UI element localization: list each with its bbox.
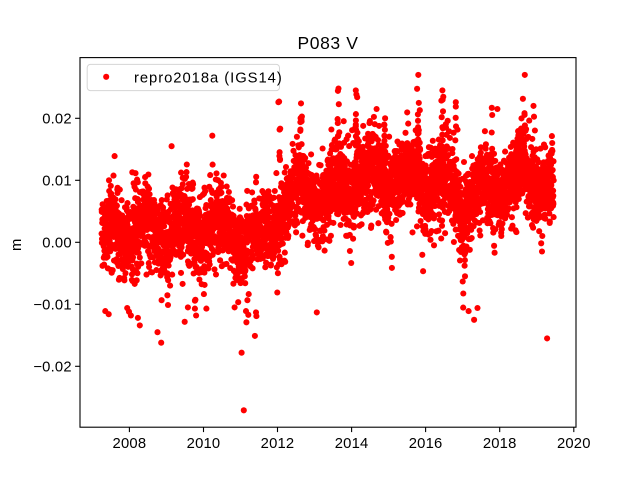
- svg-text:P083 V: P083 V: [297, 33, 358, 53]
- svg-text:0.02: 0.02: [42, 112, 72, 128]
- svg-text:0.00: 0.00: [42, 236, 72, 252]
- svg-text:−0.02: −0.02: [33, 360, 71, 376]
- svg-text:repro2018a (IGS14): repro2018a (IGS14): [134, 71, 283, 87]
- svg-text:2020: 2020: [557, 436, 591, 452]
- svg-text:0.01: 0.01: [42, 174, 72, 190]
- svg-text:2018: 2018: [483, 436, 517, 452]
- svg-text:2008: 2008: [113, 436, 147, 452]
- svg-text:m: m: [9, 238, 25, 251]
- svg-text:2012: 2012: [261, 436, 295, 452]
- svg-text:2010: 2010: [187, 436, 221, 452]
- svg-text:−0.01: −0.01: [33, 298, 71, 314]
- svg-text:2016: 2016: [409, 436, 443, 452]
- svg-text:2014: 2014: [335, 436, 369, 452]
